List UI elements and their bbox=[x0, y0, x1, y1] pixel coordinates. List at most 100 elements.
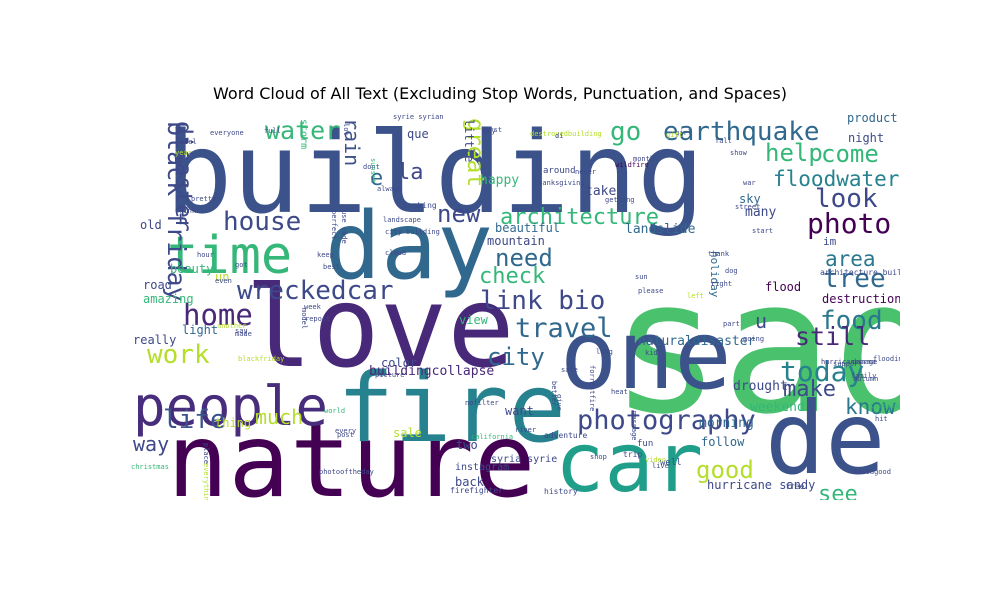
word-forrestfire: forrestfire bbox=[588, 365, 596, 411]
word-many: many bbox=[745, 205, 776, 220]
word-check: check bbox=[479, 264, 545, 289]
word-nature: nature bbox=[167, 402, 535, 500]
word-nofilter: nofilter bbox=[465, 399, 499, 407]
word-travel: travel bbox=[515, 313, 613, 344]
word-another: another bbox=[217, 322, 247, 330]
chart-title: Word Cloud of All Text (Excluding Stop W… bbox=[213, 84, 787, 103]
word-tree: tree bbox=[823, 264, 886, 294]
word-sunset: sunset bbox=[369, 158, 377, 183]
word-everyone: everyone bbox=[210, 129, 244, 137]
word-feel: feel bbox=[180, 138, 197, 146]
word-way: way bbox=[133, 432, 169, 456]
word-video: video bbox=[645, 456, 666, 464]
word-black-friday: black friday bbox=[162, 121, 191, 302]
word-repost: repost bbox=[305, 315, 330, 323]
word-wreckedcar: wreckedcar bbox=[237, 276, 394, 306]
word-u: u bbox=[755, 309, 767, 333]
word-drought: drought bbox=[733, 379, 788, 394]
word-please: please bbox=[638, 287, 663, 295]
word-sun: sun bbox=[635, 273, 648, 281]
word-even: even bbox=[215, 277, 232, 285]
word-good: good bbox=[696, 456, 754, 484]
word-california: california bbox=[471, 433, 513, 441]
word-food: food bbox=[820, 306, 883, 336]
word-long: long bbox=[596, 348, 613, 356]
word-little: little bbox=[462, 119, 476, 162]
word-instagood: instagood bbox=[853, 468, 891, 476]
word-water: water bbox=[265, 116, 340, 145]
word-landslide: landslide bbox=[625, 222, 696, 237]
word-trip: trip bbox=[623, 450, 642, 459]
word-cloud-panel bbox=[125, 113, 900, 500]
word-damage: damage bbox=[852, 358, 877, 366]
word-blackfriday: blackfriday bbox=[238, 355, 284, 363]
word-thanksgiving: thanksgiving bbox=[534, 179, 585, 187]
word-photo: photo bbox=[807, 207, 891, 240]
word-sad: sad bbox=[610, 239, 900, 455]
word-going: going bbox=[743, 335, 764, 343]
word-city-building: city building bbox=[385, 228, 440, 236]
word-history: history bbox=[544, 487, 578, 496]
word-car: car bbox=[555, 416, 703, 500]
word-house: house bbox=[223, 207, 301, 237]
word-hour: hour bbox=[197, 251, 214, 259]
word-happy: happy bbox=[480, 173, 519, 188]
word-world: world bbox=[324, 407, 345, 415]
word-need: need bbox=[495, 244, 553, 272]
word-full: full bbox=[264, 127, 281, 135]
word-holiday: holiday bbox=[708, 251, 721, 298]
word-think: think bbox=[175, 207, 197, 215]
word-place: place bbox=[202, 443, 210, 464]
word-still: still bbox=[795, 322, 870, 351]
word-support: support bbox=[833, 360, 863, 368]
word-two: two bbox=[456, 438, 478, 452]
word-syrie-syrian: syrie syrian bbox=[393, 113, 444, 121]
word-week: week bbox=[304, 303, 322, 311]
word-year: year bbox=[175, 149, 192, 157]
word-heat: heat bbox=[611, 388, 628, 396]
word-link-bio: link bio bbox=[480, 286, 605, 316]
word-everything: everything bbox=[202, 463, 210, 500]
word-show: show bbox=[730, 149, 748, 157]
word-fall: fall bbox=[715, 137, 732, 145]
word-amazing: amazing bbox=[143, 292, 194, 306]
word-autumn: autumn bbox=[853, 375, 878, 383]
word-made: made bbox=[235, 330, 252, 338]
word-mountain: mountain bbox=[487, 234, 545, 248]
word-come: come bbox=[821, 140, 879, 168]
word-morning: morning bbox=[699, 416, 754, 431]
word-firefighter: firefighter bbox=[450, 486, 503, 495]
word-take: take bbox=[585, 184, 616, 199]
word-building: building bbox=[165, 113, 704, 239]
word-city: city bbox=[487, 343, 545, 371]
word-un: un bbox=[215, 270, 229, 284]
word-picture: picture bbox=[375, 371, 405, 379]
word-better: better bbox=[550, 381, 558, 406]
word-perfect: perfect bbox=[330, 210, 338, 240]
word-adventure: adventure bbox=[544, 431, 588, 440]
word-que: que bbox=[407, 127, 429, 141]
word-photography: photography bbox=[577, 405, 756, 436]
word-photooftheday: photooftheday bbox=[319, 468, 374, 476]
word-time: time bbox=[167, 226, 292, 286]
word-beautiful: beautiful bbox=[495, 221, 560, 235]
word-war: war bbox=[743, 179, 756, 187]
word-night: night bbox=[848, 131, 884, 145]
word-storm: storm bbox=[298, 119, 309, 149]
word-work: work bbox=[147, 340, 210, 370]
word-hit: hit bbox=[875, 415, 888, 423]
word-month: month bbox=[633, 155, 654, 163]
word-sale: sale bbox=[393, 426, 422, 440]
word-got: got bbox=[235, 261, 248, 269]
word-gift: gift bbox=[666, 131, 683, 139]
word-first: first bbox=[481, 126, 502, 134]
word-area: area bbox=[825, 247, 876, 271]
word-hurricane-sandy: hurricane sandy bbox=[707, 478, 815, 492]
word-much: much bbox=[255, 405, 303, 429]
word-getting: getting bbox=[605, 196, 635, 204]
word-want: want bbox=[505, 404, 534, 418]
word-know: know bbox=[845, 395, 896, 419]
word-buildingcollapse: buildingcollapse bbox=[369, 364, 494, 379]
word-say: say bbox=[235, 327, 248, 335]
word-landscape: landscape bbox=[383, 216, 421, 224]
